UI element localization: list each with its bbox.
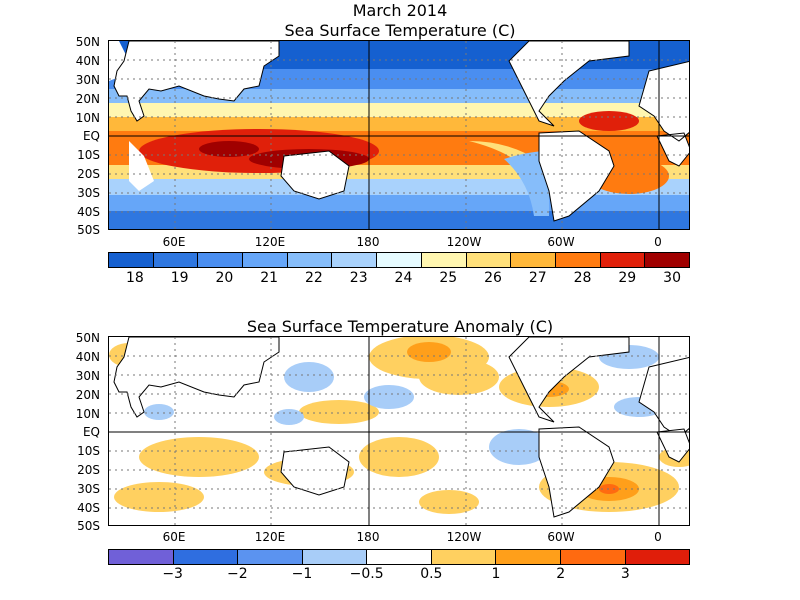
lat-label: 20N — [75, 388, 100, 402]
colorbar-box — [109, 550, 174, 564]
colorbar-label: 21 — [260, 270, 279, 286]
colorbar-box — [645, 253, 689, 267]
lat-label: 30N — [75, 369, 100, 383]
anomaly-colorbar — [108, 549, 690, 565]
colorbar-label: −1 — [291, 566, 313, 582]
sst-colorbar — [108, 252, 690, 268]
colorbar-label: 26 — [484, 270, 502, 286]
colorbar-box — [555, 253, 601, 267]
lon-label: 120E — [254, 235, 286, 249]
lat-label: 40N — [75, 350, 100, 364]
lat-label: 30S — [77, 186, 100, 200]
lat-label: 50S — [77, 223, 100, 237]
lon-label: 180 — [356, 235, 380, 249]
colorbar-label: −3 — [162, 566, 183, 582]
colorbar-box — [625, 550, 690, 564]
colorbar-label: 30 — [663, 270, 681, 286]
lon-label: 120W — [446, 530, 482, 544]
colorbar-label: 24 — [394, 270, 413, 286]
colorbar-box — [332, 253, 378, 267]
lat-label: 20S — [77, 167, 100, 181]
lat-label: 10S — [77, 148, 100, 162]
lat-label: 10S — [77, 444, 100, 458]
colorbar-label: 22 — [305, 270, 323, 286]
sst-map — [108, 40, 690, 230]
colorbar-box — [560, 550, 626, 564]
lon-label: 60W — [547, 235, 575, 249]
sst-title: Sea Surface Temperature (C) — [284, 21, 516, 40]
colorbar-box — [431, 550, 497, 564]
lon-label: 0 — [654, 530, 662, 544]
colorbar-box — [466, 253, 512, 267]
colorbar-box — [496, 550, 561, 564]
lat-label: 30N — [75, 73, 100, 87]
lon-label: 180 — [356, 530, 380, 544]
colorbar-label: 23 — [349, 270, 368, 286]
lat-label: 40S — [77, 205, 100, 219]
lat-label: 20N — [75, 92, 100, 106]
colorbar-box — [511, 253, 556, 267]
colorbar-label: 25 — [439, 270, 458, 286]
lat-label: 10N — [75, 407, 100, 421]
colorbar-label: 28 — [573, 270, 592, 286]
colorbar-box — [173, 550, 239, 564]
anomaly-title: Sea Surface Temperature Anomaly (C) — [246, 317, 554, 336]
lat-label: 30S — [77, 482, 100, 496]
colorbar-box — [600, 253, 646, 267]
colorbar-label: 1 — [491, 566, 501, 582]
lat-label: EQ — [82, 425, 100, 439]
lon-label: 60E — [162, 530, 186, 544]
colorbar-label: 2 — [556, 566, 566, 582]
colorbar-label: 29 — [618, 270, 637, 286]
colorbar-box — [153, 253, 199, 267]
lon-label: 60E — [162, 235, 186, 249]
colorbar-box — [243, 253, 288, 267]
colorbar-label: 19 — [170, 270, 189, 286]
lon-label: 60W — [547, 530, 575, 544]
colorbar-label: 3 — [620, 566, 630, 582]
colorbar-label: −0.5 — [349, 566, 384, 582]
lon-label: 120W — [446, 235, 482, 249]
anomaly-map — [108, 336, 690, 526]
lat-label: 40N — [75, 54, 100, 68]
lat-label: EQ — [82, 129, 100, 143]
colorbar-box — [302, 550, 368, 564]
lon-label: 0 — [654, 235, 662, 249]
colorbar-box — [287, 253, 333, 267]
colorbar-box — [421, 253, 467, 267]
lat-label: 50S — [77, 519, 100, 533]
colorbar-box — [238, 550, 303, 564]
colorbar-label: 27 — [528, 270, 547, 286]
colorbar-box — [377, 253, 422, 267]
colorbar-label: 0.5 — [420, 566, 443, 582]
lat-label: 10N — [75, 111, 100, 125]
colorbar-box — [109, 253, 154, 267]
lat-label: 50N — [75, 35, 100, 49]
lat-label: 40S — [77, 501, 100, 515]
month-title: March 2014 — [352, 1, 448, 20]
colorbar-label: 18 — [125, 270, 144, 286]
lon-label: 120E — [254, 530, 286, 544]
colorbar-label: −2 — [227, 566, 248, 582]
lat-label: 50N — [75, 331, 100, 345]
lat-label: 20S — [77, 463, 100, 477]
colorbar-box — [198, 253, 244, 267]
colorbar-box — [367, 550, 432, 564]
colorbar-label: 20 — [215, 270, 234, 286]
